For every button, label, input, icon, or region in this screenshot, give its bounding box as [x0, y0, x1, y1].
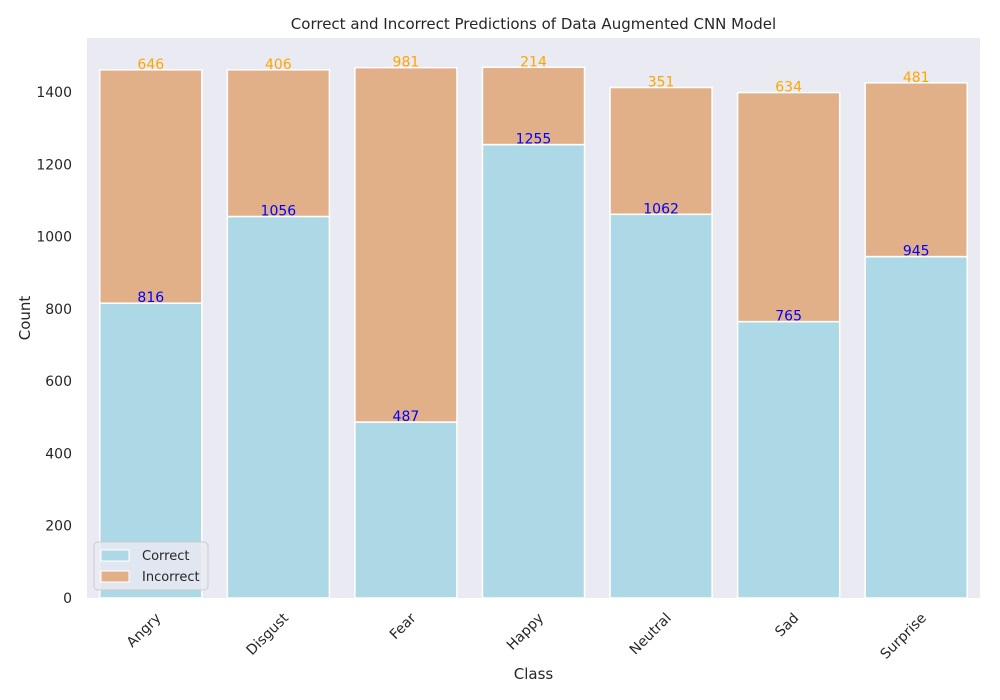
y-tick-label: 1000 — [36, 230, 72, 246]
x-axis-ticks: Angry Disgust Fear Happy Neutral Sad Surprise — [124, 610, 930, 663]
bar-incorrect-fear — [354, 66, 458, 423]
data-label-correct-fear: 487 — [393, 409, 420, 425]
legend-label-incorrect: Incorrect — [142, 570, 200, 585]
y-tick-label: 1200 — [36, 157, 72, 173]
data-label-correct-surprise: 945 — [903, 244, 930, 260]
data-label-incorrect-sad: 634 — [775, 80, 802, 96]
legend: Correct Incorrect — [93, 541, 209, 591]
bar-correct-neutral — [609, 213, 713, 599]
y-axis-title: Count — [16, 296, 34, 341]
y-tick-label: 400 — [45, 446, 72, 462]
y-tick-label: 600 — [45, 374, 72, 390]
bar-correct-fear — [354, 421, 458, 599]
bar-correct-surprise — [864, 255, 968, 599]
data-label-incorrect-surprise: 481 — [903, 70, 930, 86]
legend-label-correct: Correct — [142, 549, 189, 564]
bar-correct-disgust — [226, 215, 331, 599]
x-tick-label: Happy — [504, 610, 547, 653]
data-label-incorrect-fear: 981 — [393, 55, 420, 71]
data-label-correct-neutral: 1062 — [643, 201, 679, 217]
data-label-correct-angry: 816 — [137, 290, 164, 306]
y-tick-label: 1400 — [36, 85, 72, 101]
bar-incorrect-sad — [736, 91, 841, 323]
legend-swatch-correct — [100, 549, 130, 562]
x-tick-label: Surprise — [878, 610, 930, 662]
data-label-correct-happy: 1255 — [516, 132, 552, 148]
bar-correct-sad — [736, 320, 841, 599]
bar-correct-happy — [481, 143, 586, 599]
data-label-incorrect-happy: 214 — [520, 54, 547, 70]
data-label-incorrect-neutral: 351 — [648, 74, 675, 90]
bar-incorrect-neutral — [609, 86, 713, 216]
bar-incorrect-disgust — [226, 69, 331, 218]
y-tick-label: 0 — [63, 591, 72, 607]
bars-group — [99, 66, 968, 599]
x-axis-title: Class — [514, 665, 554, 683]
bar-incorrect-angry — [99, 69, 203, 304]
y-axis-ticks: 0 200 400 600 800 1000 1200 1400 — [36, 85, 72, 607]
bar-incorrect-surprise — [864, 82, 968, 258]
y-tick-label: 800 — [45, 302, 72, 318]
x-tick-label: Angry — [124, 610, 165, 651]
data-label-correct-sad: 765 — [775, 309, 802, 325]
data-label-incorrect-angry: 646 — [137, 57, 164, 73]
legend-swatch-incorrect — [100, 570, 130, 583]
y-tick-label: 200 — [45, 519, 72, 535]
chart-title: Correct and Incorrect Predictions of Dat… — [291, 15, 776, 33]
x-tick-label: Sad — [772, 610, 802, 640]
x-tick-label: Disgust — [244, 610, 293, 659]
bar-incorrect-happy — [481, 66, 586, 146]
x-tick-label: Fear — [387, 610, 420, 643]
data-label-correct-disgust: 1056 — [261, 203, 297, 219]
x-tick-label: Neutral — [627, 610, 675, 658]
data-labels-group: 816 646 1056 406 487 981 1255 214 1062 351 765 634 9… — [137, 54, 929, 425]
data-label-incorrect-disgust: 406 — [265, 57, 292, 73]
